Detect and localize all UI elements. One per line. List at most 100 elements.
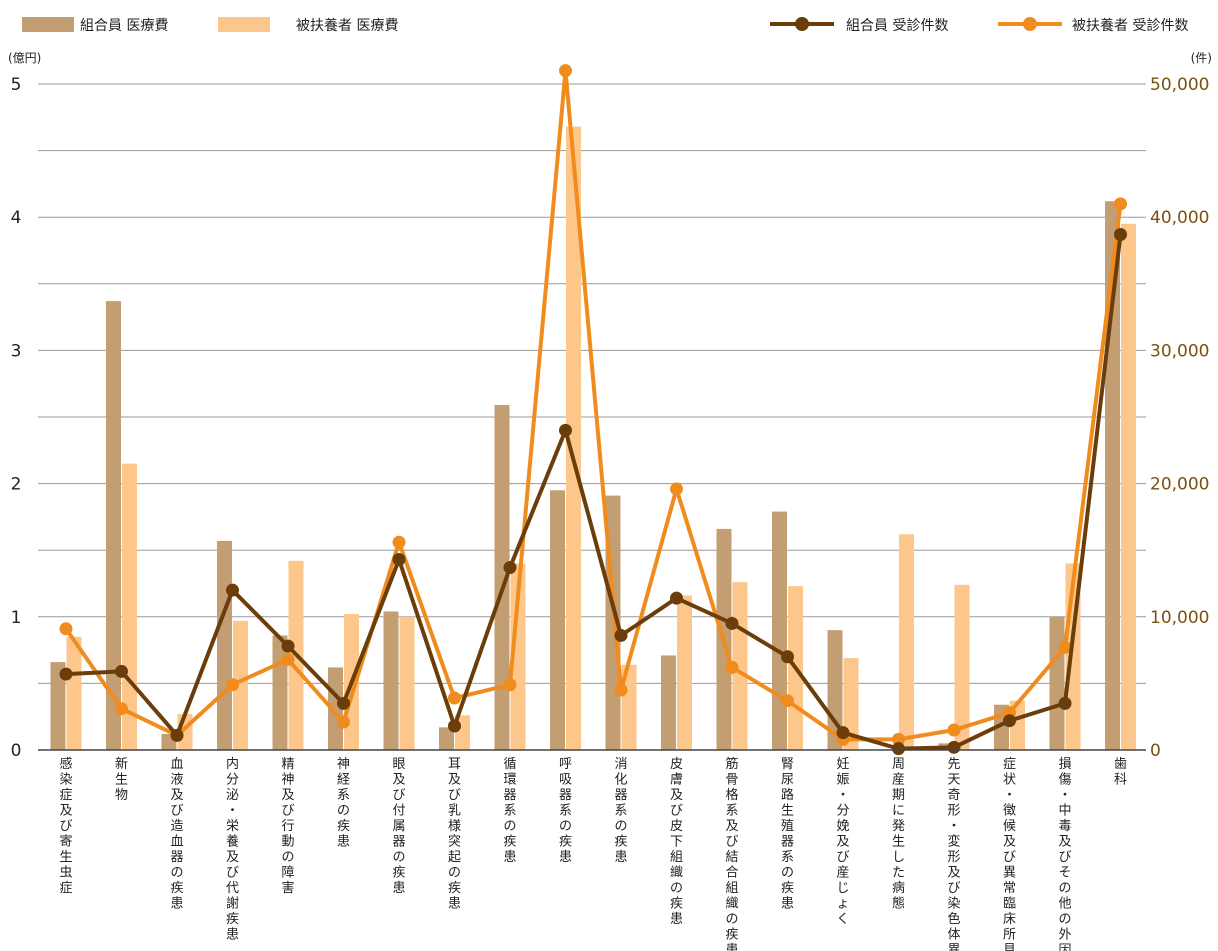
point-member-visits	[226, 583, 239, 597]
point-member-visits	[892, 742, 905, 756]
bar-member-cost	[439, 727, 454, 750]
bar-dependent-cost	[677, 595, 692, 750]
legend-marker-member-visits	[795, 17, 809, 31]
legend-label-member-visits: 組合員 受診件数	[846, 18, 948, 34]
category-label: 呼吸器系の疾患	[559, 757, 572, 865]
point-dependent-visits	[725, 660, 739, 674]
point-dependent-visits	[281, 652, 295, 666]
left-tick-label: 4	[11, 208, 22, 228]
left-axis-unit: (億円)	[8, 51, 41, 65]
category-label: 消化器系の疾患	[614, 757, 627, 865]
point-dependent-visits	[115, 702, 128, 716]
category-label: 内分泌・栄養及び代謝疾患	[226, 756, 239, 943]
category-label: 筋骨格系及び結合組織の疾患	[725, 756, 738, 951]
left-tick-label: 2	[11, 475, 22, 495]
legend-swatch-dependent-cost	[218, 17, 270, 32]
bar-member-cost	[772, 511, 787, 750]
legend-label-dependent-cost: 被扶養者 医療費	[296, 17, 398, 34]
right-tick-label: 10,000	[1150, 608, 1209, 628]
bar-dependent-cost	[899, 534, 914, 750]
point-member-visits	[559, 423, 572, 437]
point-member-visits	[1058, 696, 1072, 710]
point-dependent-visits	[59, 622, 73, 636]
left-tick-label: 0	[11, 741, 22, 761]
category-label: 眼及び付属器の疾患	[392, 757, 405, 896]
right-tick-label: 40,000	[1150, 208, 1209, 228]
bar-member-cost	[217, 540, 232, 750]
point-member-visits	[1003, 714, 1016, 728]
category-label: 皮膚及び皮下組織の疾患	[670, 757, 683, 927]
category-label: 妊娠・分娩及び産じょく	[836, 757, 849, 927]
category-label: 先天奇形・変形及び染色体異常	[947, 757, 960, 951]
point-dependent-visits	[559, 64, 572, 78]
line-layer	[59, 64, 1127, 756]
right-axis-unit: (件)	[1191, 51, 1212, 65]
bar-member-cost	[383, 611, 399, 750]
point-member-visits	[947, 740, 961, 754]
category-labels: 感染症及び寄生虫症 新生物 血液及び造血器の疾患 内分泌・栄養及び代謝疾患 精神及び行動…	[59, 756, 1127, 951]
legend: 組合員 医療費 被扶養者 医療費 組合員 受診件数 被扶養者 受診件数	[22, 17, 1188, 34]
left-tick-label: 5	[11, 75, 22, 95]
point-member-visits	[448, 719, 461, 733]
bar-member-cost	[661, 655, 676, 750]
bar-dependent-cost	[66, 636, 82, 750]
bar-dependent-cost	[954, 584, 970, 750]
point-dependent-visits	[670, 482, 683, 496]
point-member-visits	[670, 591, 683, 605]
bar-member-cost	[550, 490, 565, 750]
axis-layer: 0 1 2 3 4 5 0 10,000 20,000 30,000 40,000 50,000	[11, 75, 1210, 761]
point-dependent-visits	[892, 732, 905, 746]
point-member-visits	[725, 616, 739, 630]
point-dependent-visits	[226, 678, 239, 692]
bar-member-cost	[827, 630, 843, 750]
bar-dependent-cost	[843, 658, 859, 750]
point-member-visits	[836, 726, 850, 740]
bar-member-cost	[50, 662, 66, 750]
category-label: 周産期に発生した病態	[892, 757, 905, 912]
category-label: 耳及び乳様突起の疾患	[448, 757, 461, 912]
category-label: 歯科	[1114, 757, 1127, 788]
bar-member-cost	[328, 667, 343, 750]
category-label: 症状・徴候及び異常臨床所見	[1003, 757, 1016, 951]
category-label: 精神及び行動の障害	[281, 757, 294, 896]
point-member-visits	[614, 628, 628, 642]
bar-member-cost	[106, 301, 121, 750]
point-dependent-visits	[503, 678, 517, 692]
point-member-visits	[281, 639, 295, 653]
right-tick-label: 30,000	[1150, 341, 1209, 361]
line-dependent-visits	[64, 68, 1123, 742]
category-label: 新生物	[115, 756, 128, 803]
point-member-visits	[392, 553, 406, 567]
left-tick-label: 3	[11, 341, 22, 361]
bar-dependent-cost	[233, 620, 248, 750]
line-member-visits	[65, 234, 1123, 751]
category-label: 神経系の疾患	[337, 757, 350, 850]
point-dependent-visits	[947, 723, 961, 737]
point-member-visits	[337, 696, 350, 710]
category-label: 腎尿路生殖器系の疾患	[781, 757, 794, 912]
bar-dependent-cost	[510, 563, 526, 750]
point-dependent-visits	[1058, 640, 1072, 654]
point-member-visits	[170, 728, 184, 742]
category-label: 感染症及び寄生虫症	[59, 756, 72, 896]
point-member-visits	[781, 650, 794, 664]
point-dependent-visits	[392, 535, 406, 549]
bar-dependent-cost	[1121, 223, 1136, 751]
bar-member-cost	[494, 405, 510, 750]
point-dependent-visits	[781, 694, 794, 708]
bar-dependent-cost	[566, 126, 581, 750]
legend-label-dependent-visits: 被扶養者 受診件数	[1072, 17, 1188, 34]
point-member-visits	[115, 664, 128, 678]
right-tick-label: 50,000	[1150, 75, 1209, 95]
point-member-visits	[1114, 228, 1127, 242]
legend-marker-dependent-visits	[1023, 17, 1037, 31]
bar-member-cost	[272, 635, 288, 750]
point-dependent-visits	[614, 683, 628, 697]
legend-label-member-cost: 組合員 医療費	[80, 17, 168, 34]
bar-dependent-cost	[399, 616, 415, 750]
bar-layer	[50, 126, 1136, 751]
bar-member-cost	[1049, 616, 1065, 750]
category-label: 血液及び造血器の疾患	[170, 757, 183, 912]
point-member-visits	[59, 667, 73, 681]
